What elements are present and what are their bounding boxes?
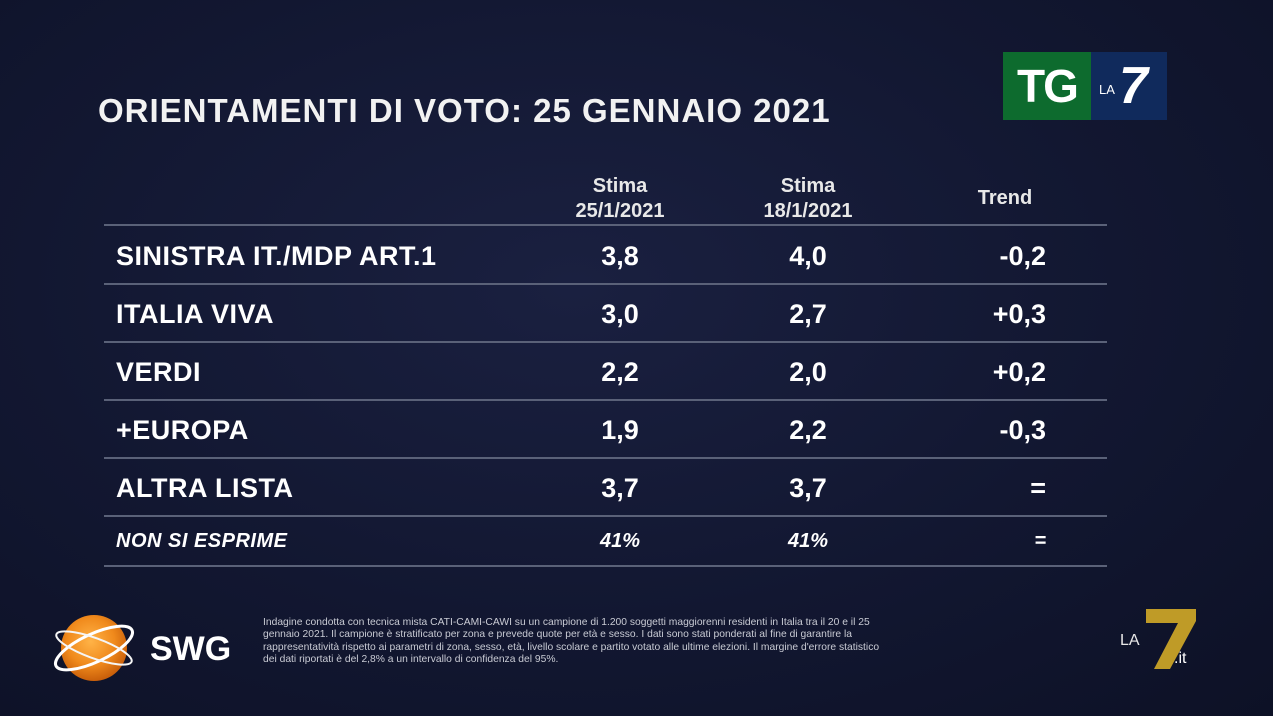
table-rule: [104, 565, 1107, 567]
cell-trend: -0,3: [999, 415, 1046, 445]
table-rule: [104, 341, 1107, 343]
column-header-stima-25: Stima 25/1/2021: [575, 175, 665, 222]
swg-globe-logo: [53, 615, 135, 681]
row-party-label: ITALIA VIVA: [116, 299, 274, 329]
table-rule: [104, 399, 1107, 401]
cell-stima-25: 3,0: [601, 299, 639, 329]
row-party-label: SINISTRA IT./MDP ART.1: [116, 241, 437, 271]
la7-it-watermark: LA .it: [1120, 609, 1196, 669]
cell-stima-25: 3,7: [601, 473, 639, 503]
column-header-stima-18: Stima 18/1/2021: [763, 175, 853, 222]
table-rule: [104, 515, 1107, 517]
cell-stima-18: 41%: [787, 530, 829, 552]
column-header-trend: Trend: [977, 187, 1033, 209]
cell-trend: =: [1034, 530, 1046, 552]
cell-stima-18: 2,0: [789, 357, 827, 387]
cell-trend: =: [1030, 473, 1046, 503]
methodology-note: Indagine condotta con tecnica mista CATI…: [263, 617, 880, 666]
row-party-label: NON SI ESPRIME: [116, 530, 288, 552]
la-logo-text: LA: [1099, 82, 1115, 97]
cell-stima-18: 2,2: [789, 415, 827, 445]
swg-brand-text: SWG: [150, 630, 232, 668]
la7-corner-la: LA: [1120, 632, 1140, 649]
row-party-label: +EUROPA: [116, 415, 249, 445]
cell-stima-18: 2,7: [789, 299, 827, 329]
row-party-label: VERDI: [116, 357, 202, 387]
table-rule: [104, 457, 1107, 459]
table-rule-top: [104, 224, 1107, 226]
tg-logo-text: TG: [1003, 52, 1091, 120]
cell-stima-18: 3,7: [789, 473, 827, 503]
row-party-label: ALTRA LISTA: [116, 473, 294, 503]
cell-stima-25: 3,8: [601, 241, 639, 271]
cell-stima-25: 41%: [599, 530, 641, 552]
cell-stima-18: 4,0: [789, 241, 827, 271]
tg-la7-logo: TG LA 7: [1003, 52, 1167, 120]
table-rule: [104, 283, 1107, 285]
la7-corner-it: .it: [1174, 650, 1187, 667]
cell-trend: -0,2: [999, 241, 1046, 271]
seven-logo-text: 7: [1119, 57, 1148, 115]
cell-stima-25: 2,2: [601, 357, 639, 387]
chart-title: ORIENTAMENTI DI VOTO: 25 GENNAIO 2021: [98, 92, 831, 129]
cell-trend: +0,2: [992, 357, 1046, 387]
cell-stima-25: 1,9: [601, 415, 639, 445]
cell-trend: +0,3: [992, 299, 1046, 329]
